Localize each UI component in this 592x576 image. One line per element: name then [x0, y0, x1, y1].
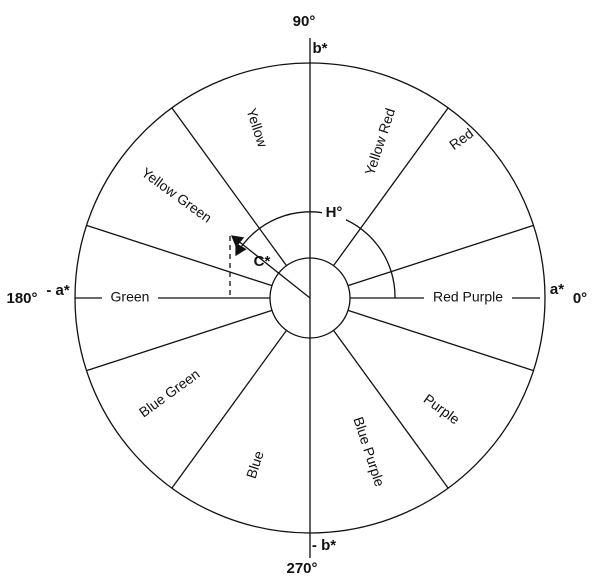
sector-line: [86, 224, 273, 287]
sector-line: [347, 309, 534, 372]
sector-label: Red Purple: [433, 289, 503, 305]
axis-label: 0°: [573, 290, 587, 307]
axis-label: - a*: [46, 282, 70, 299]
sector-label: Blue: [243, 449, 267, 481]
axis-label: 270°: [286, 560, 317, 576]
chroma-label: C*: [254, 253, 271, 270]
sector-line: [171, 329, 288, 489]
sector-label: Yellow: [243, 106, 271, 150]
sector-label: Yellow Green: [139, 164, 215, 226]
axis-label: a*: [550, 281, 564, 298]
sector-label: Purple: [421, 391, 463, 428]
sector-label: Green: [111, 289, 150, 305]
sector-lines: [86, 107, 534, 489]
sector-line: [332, 329, 449, 489]
label-bg: [102, 288, 158, 308]
axis-label: b*: [313, 40, 328, 57]
sector-label: Yellow Red: [361, 106, 398, 177]
hue-label: H°: [326, 204, 343, 221]
label-bg: [424, 288, 512, 308]
sector-label: Blue Green: [136, 366, 203, 421]
chroma-arrow: [230, 235, 311, 299]
axis-label: 90°: [293, 13, 316, 30]
sector-line: [86, 309, 273, 372]
sector-line: [171, 107, 288, 267]
axis-label: - b*: [312, 537, 336, 554]
sector-line: [347, 224, 534, 287]
sector-line: [332, 107, 449, 267]
label-bg: [322, 203, 346, 223]
sector-label: Blue Purple: [350, 415, 388, 489]
sector-label: Red: [446, 125, 476, 153]
axis-label: 180°: [6, 290, 37, 307]
